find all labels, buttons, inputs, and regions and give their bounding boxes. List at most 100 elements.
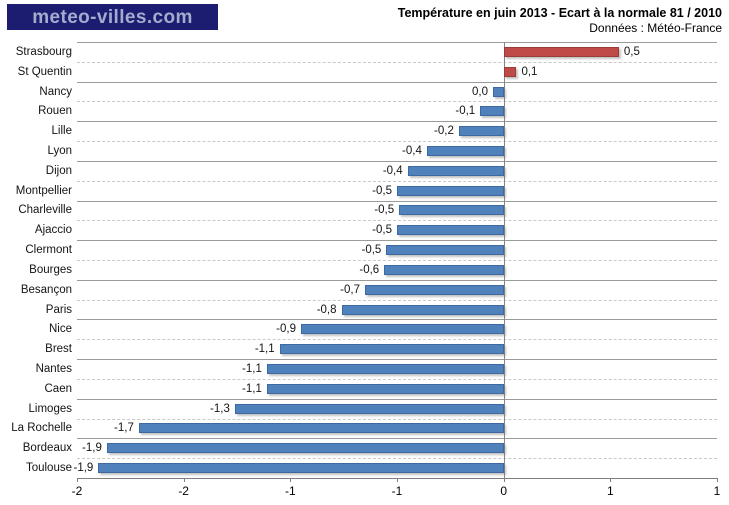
x-axis-tick-label: -1	[391, 484, 403, 498]
x-axis-tick-label: -2	[71, 484, 83, 498]
category-gridline	[77, 141, 717, 143]
bar	[106, 443, 504, 454]
value-label: 0,5	[623, 45, 640, 58]
value-label: -0,2	[434, 125, 454, 138]
value-label: -0,7	[340, 283, 360, 296]
bar	[386, 245, 504, 256]
category-label: Dijon	[45, 164, 72, 177]
value-label: -1,1	[242, 363, 262, 375]
category-label: Bourges	[29, 263, 72, 276]
x-axis-tick	[397, 478, 398, 482]
category-label: Limoges	[28, 402, 72, 415]
bar	[266, 364, 504, 374]
category-label: Besançon	[20, 283, 72, 296]
bar	[98, 463, 504, 474]
category-label: Toulouse	[25, 462, 72, 475]
chart-title: Température en juin 2013 - Ecart à la no…	[397, 6, 722, 20]
value-label: 0,1	[521, 65, 538, 78]
bar	[138, 423, 504, 434]
logo: meteo-villes.com	[7, 4, 218, 30]
x-axis-tick	[717, 478, 718, 482]
bar	[480, 106, 504, 117]
value-label: -0,1	[455, 105, 476, 118]
bar	[365, 284, 504, 295]
category-gridline	[77, 458, 717, 460]
category-label: Nantes	[35, 362, 72, 375]
category-label: Clermont	[25, 244, 72, 257]
category-label: Bordeaux	[22, 442, 72, 455]
category-gridline	[77, 378, 717, 380]
category-label: Ajaccio	[34, 224, 72, 237]
category-label: Caen	[44, 382, 73, 395]
category-gridline	[77, 160, 717, 162]
bar	[279, 344, 504, 355]
value-label: -1,9	[73, 462, 94, 475]
category-gridline	[77, 121, 717, 123]
category-gridline	[77, 81, 717, 83]
value-label: -0,5	[372, 184, 392, 197]
category-label: Brest	[45, 343, 72, 356]
category-gridline	[77, 42, 717, 43]
bar	[341, 304, 504, 315]
category-label: Lille	[51, 125, 72, 138]
category-gridline	[77, 319, 717, 321]
category-gridline	[77, 200, 717, 202]
category-gridline	[77, 101, 717, 103]
category-gridline	[77, 299, 717, 301]
value-label: -1,9	[82, 442, 102, 455]
category-label: Nancy	[39, 85, 72, 98]
chart-subtitle: Données : Météo-France	[589, 21, 722, 35]
value-label: -0,5	[361, 244, 382, 257]
x-axis-tick-label: -1	[284, 484, 296, 498]
value-label: -0,6	[359, 263, 380, 276]
value-label: -0,4	[402, 145, 422, 157]
category-gridline	[77, 339, 717, 341]
x-axis-tick-label: 1	[713, 484, 721, 498]
category-label: Lyon	[47, 144, 72, 157]
value-label: -0,4	[382, 164, 403, 177]
value-label: -1,1	[242, 382, 262, 395]
bar	[458, 126, 504, 137]
x-axis-tick	[183, 478, 185, 482]
category-gridline	[77, 220, 717, 222]
zero-axis-line	[503, 42, 505, 478]
value-label: -1,3	[210, 402, 230, 415]
category-gridline	[77, 438, 717, 440]
value-label: -0,8	[316, 303, 337, 316]
chart-title-block: Température en juin 2013 - Ecart à la no…	[398, 5, 722, 36]
bar	[301, 324, 504, 335]
bar	[266, 383, 504, 394]
category-label: Strasbourg	[15, 45, 72, 58]
category-label: Montpellier	[15, 184, 72, 197]
bar	[234, 403, 504, 414]
category-gridline	[77, 260, 717, 261]
bar	[493, 86, 504, 97]
bar	[399, 205, 504, 216]
bar	[397, 225, 504, 236]
logo-text: meteo-villes.com	[32, 6, 193, 28]
category-gridline	[77, 418, 717, 420]
category-label: St Quentin	[17, 65, 72, 78]
value-label: -0,9	[276, 323, 296, 336]
x-axis-tick	[503, 478, 505, 482]
bar	[407, 165, 504, 176]
category-gridline	[77, 279, 717, 281]
value-label: -0,5	[374, 204, 395, 217]
category-gridline	[77, 359, 717, 361]
x-axis-tick	[77, 478, 78, 482]
category-gridline	[77, 240, 717, 242]
category-gridline	[77, 61, 717, 63]
category-label: Paris	[45, 303, 72, 316]
bar	[426, 146, 504, 156]
bar	[503, 66, 517, 77]
bar	[384, 264, 504, 275]
category-gridline	[77, 180, 717, 182]
bar	[503, 46, 619, 57]
category-label: La Rochelle	[11, 422, 72, 435]
x-axis-tick	[610, 478, 612, 482]
x-axis-tick-label: 0	[500, 484, 507, 498]
x-axis-tick	[290, 478, 292, 482]
value-label: -1,1	[254, 343, 275, 356]
category-gridline	[77, 398, 717, 400]
